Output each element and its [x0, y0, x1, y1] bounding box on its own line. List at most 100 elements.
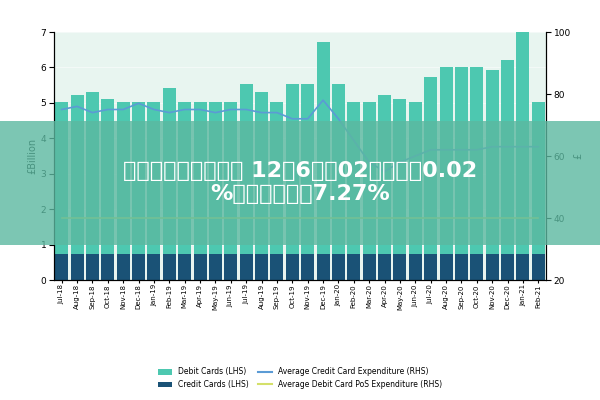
Average Debit Card PoS Expenditure (RHS) — [151, 216, 158, 220]
Average Credit Card Expenditure (RHS) — [365, 160, 373, 165]
Bar — [132, 254, 145, 280]
Bar — [71, 95, 83, 254]
Average Credit Card Expenditure (RHS) — [427, 147, 434, 152]
Average Debit Card PoS Expenditure (RHS) — [473, 216, 481, 220]
Bar — [332, 254, 345, 280]
Bar — [394, 254, 406, 280]
Bar — [301, 254, 314, 280]
Bar — [517, 254, 529, 280]
Average Credit Card Expenditure (RHS) — [212, 110, 219, 115]
Average Debit Card PoS Expenditure (RHS) — [289, 216, 296, 220]
Average Debit Card PoS Expenditure (RHS) — [196, 216, 203, 220]
Average Credit Card Expenditure (RHS) — [458, 147, 465, 152]
Average Debit Card PoS Expenditure (RHS) — [304, 216, 311, 220]
Bar — [332, 84, 345, 254]
Average Debit Card PoS Expenditure (RHS) — [381, 216, 388, 220]
Bar — [394, 99, 406, 254]
Bar — [101, 99, 115, 254]
Bar — [501, 254, 514, 280]
Average Credit Card Expenditure (RHS) — [350, 138, 358, 143]
Bar — [532, 254, 545, 280]
Average Credit Card Expenditure (RHS) — [227, 107, 235, 112]
Bar — [362, 102, 376, 254]
Average Debit Card PoS Expenditure (RHS) — [89, 216, 96, 220]
Average Credit Card Expenditure (RHS) — [381, 169, 388, 174]
Bar — [517, 24, 529, 254]
Average Credit Card Expenditure (RHS) — [397, 160, 404, 165]
Bar — [317, 42, 329, 254]
Bar — [378, 254, 391, 280]
Bar — [424, 254, 437, 280]
Legend: Debit Cards (LHS), Credit Cards (LHS), Average Credit Card Expenditure (RHS), Av: Debit Cards (LHS), Credit Cards (LHS), A… — [155, 364, 445, 392]
Bar — [409, 102, 422, 254]
Bar — [255, 92, 268, 254]
Bar — [440, 67, 452, 254]
Average Credit Card Expenditure (RHS) — [319, 98, 326, 102]
Average Debit Card PoS Expenditure (RHS) — [119, 216, 127, 220]
Average Debit Card PoS Expenditure (RHS) — [350, 216, 358, 220]
Average Debit Card PoS Expenditure (RHS) — [258, 216, 265, 220]
Average Debit Card PoS Expenditure (RHS) — [504, 216, 511, 220]
Bar — [86, 92, 99, 254]
Bar — [178, 254, 191, 280]
Bar — [532, 102, 545, 254]
Bar — [148, 102, 160, 254]
Average Credit Card Expenditure (RHS) — [473, 147, 481, 152]
Bar — [485, 70, 499, 254]
Bar — [209, 254, 222, 280]
Average Credit Card Expenditure (RHS) — [151, 107, 158, 112]
Bar — [178, 102, 191, 254]
Bar — [163, 88, 176, 254]
Bar — [301, 84, 314, 254]
Average Credit Card Expenditure (RHS) — [289, 116, 296, 121]
Average Credit Card Expenditure (RHS) — [73, 104, 80, 109]
Bar — [455, 254, 468, 280]
Bar — [194, 254, 206, 280]
Average Debit Card PoS Expenditure (RHS) — [365, 216, 373, 220]
Bar — [271, 102, 283, 254]
Average Debit Card PoS Expenditure (RHS) — [535, 216, 542, 220]
Average Credit Card Expenditure (RHS) — [412, 154, 419, 158]
Line: Average Credit Card Expenditure (RHS): Average Credit Card Expenditure (RHS) — [62, 100, 538, 172]
Average Debit Card PoS Expenditure (RHS) — [335, 216, 342, 220]
Average Debit Card PoS Expenditure (RHS) — [58, 216, 65, 220]
Bar — [255, 254, 268, 280]
Average Credit Card Expenditure (RHS) — [520, 144, 527, 149]
Average Credit Card Expenditure (RHS) — [258, 110, 265, 115]
Bar — [286, 254, 299, 280]
Bar — [239, 84, 253, 254]
Bar — [470, 67, 484, 254]
Average Debit Card PoS Expenditure (RHS) — [319, 216, 326, 220]
Bar — [224, 254, 238, 280]
Bar — [271, 254, 283, 280]
Bar — [424, 77, 437, 254]
Average Debit Card PoS Expenditure (RHS) — [442, 216, 449, 220]
Average Credit Card Expenditure (RHS) — [89, 110, 96, 115]
Average Debit Card PoS Expenditure (RHS) — [181, 216, 188, 220]
Text: 股票配资平台怎么样 12朎6日沙02转债上涨0.02
%，转股溢价獨7.27%: 股票配资平台怎么样 12朎6日沙02转债上涨0.02 %，转股溢价獨7.27% — [123, 161, 477, 204]
Average Credit Card Expenditure (RHS) — [274, 110, 281, 115]
Average Debit Card PoS Expenditure (RHS) — [412, 216, 419, 220]
Bar — [409, 254, 422, 280]
Average Credit Card Expenditure (RHS) — [304, 116, 311, 121]
Average Credit Card Expenditure (RHS) — [488, 144, 496, 149]
Average Credit Card Expenditure (RHS) — [104, 107, 112, 112]
Average Debit Card PoS Expenditure (RHS) — [242, 216, 250, 220]
Y-axis label: £: £ — [574, 153, 584, 159]
Y-axis label: £Billion: £Billion — [28, 138, 38, 174]
Bar — [347, 102, 361, 254]
Average Debit Card PoS Expenditure (RHS) — [104, 216, 112, 220]
Average Debit Card PoS Expenditure (RHS) — [166, 216, 173, 220]
Bar — [55, 254, 68, 280]
Bar — [163, 254, 176, 280]
Bar — [116, 254, 130, 280]
Bar — [55, 102, 68, 254]
Average Credit Card Expenditure (RHS) — [242, 107, 250, 112]
Average Debit Card PoS Expenditure (RHS) — [520, 216, 527, 220]
Bar — [317, 254, 329, 280]
Bar — [148, 254, 160, 280]
Average Debit Card PoS Expenditure (RHS) — [274, 216, 281, 220]
Average Credit Card Expenditure (RHS) — [166, 110, 173, 115]
Bar — [501, 60, 514, 254]
Bar — [71, 254, 83, 280]
